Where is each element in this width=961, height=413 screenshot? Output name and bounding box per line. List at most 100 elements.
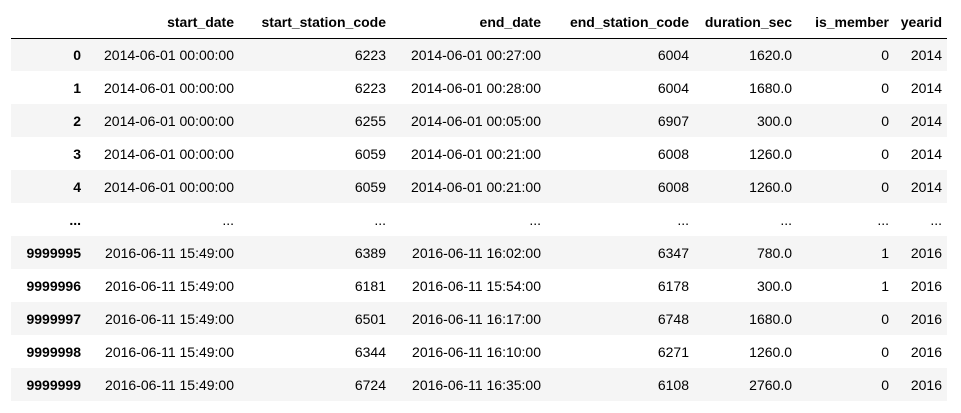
- table-row: 9999996 2016-06-11 15:49:00 6181 2016-06-11…: [11, 269, 947, 302]
- is-member-cell: 0: [881, 79, 889, 96]
- end-station-code-cell: 6108: [657, 376, 689, 393]
- table-row: 0 2014-06-01 00:00:00 6223 2014-06-01 00:27…: [11, 38, 947, 71]
- row-index-cell: 1: [73, 79, 81, 96]
- start-date-cell: 2014-06-01 00:00:00: [104, 112, 234, 129]
- row-index-cell: 9999997: [26, 310, 81, 327]
- is-member-cell: ...: [877, 211, 889, 228]
- start-station-code-cell: 6181: [354, 277, 386, 294]
- header-row: start_date start_station_code end_date e…: [11, 6, 947, 39]
- duration-sec-cell: 300.0: [756, 277, 792, 294]
- end-date-cell: 2014-06-01 00:28:00: [411, 79, 541, 96]
- column-header-duration-sec: duration_sec: [694, 6, 797, 39]
- is-member-cell: 0: [881, 112, 889, 129]
- is-member-cell: 0: [881, 376, 889, 393]
- start-station-code-cell: 6059: [354, 178, 386, 195]
- column-header-is-member: is_member: [797, 6, 894, 39]
- yearid-cell: 2016: [910, 244, 942, 261]
- end-station-code-cell: 6004: [657, 46, 689, 63]
- column-header-end-date: end_date: [391, 6, 546, 39]
- duration-sec-cell: 1680.0: [749, 310, 792, 327]
- row-index-cell: 2: [73, 112, 81, 129]
- row-index-cell: 9999996: [26, 277, 81, 294]
- start-station-code-cell: 6059: [354, 145, 386, 162]
- yearid-cell: 2014: [910, 79, 942, 96]
- start-date-cell: ...: [222, 211, 234, 228]
- is-member-cell: 0: [881, 145, 889, 162]
- start-date-cell: 2014-06-01 00:00:00: [104, 178, 234, 195]
- dataframe-table: start_date start_station_code end_date e…: [11, 6, 947, 401]
- yearid-cell: 2016: [910, 277, 942, 294]
- duration-sec-cell: 1260.0: [749, 178, 792, 195]
- end-date-cell: 2016-06-11 16:17:00: [412, 310, 541, 327]
- yearid-cell: 2016: [910, 310, 942, 327]
- column-header-yearid: yearid: [894, 6, 947, 39]
- yearid-cell: 2014: [910, 112, 942, 129]
- end-station-code-cell: 6004: [657, 79, 689, 96]
- yearid-cell: 2014: [910, 145, 942, 162]
- yearid-cell: 2014: [910, 178, 942, 195]
- row-index-cell: 3: [73, 145, 81, 162]
- row-index-cell: 0: [73, 46, 81, 63]
- start-station-code-cell: 6344: [354, 343, 386, 360]
- end-date-cell: 2014-06-01 00:21:00: [411, 178, 541, 195]
- end-station-code-cell: ...: [677, 211, 689, 228]
- dataframe-output: start_date start_station_code end_date e…: [11, 6, 947, 401]
- table-row: 9999999 2016-06-11 15:49:00 6724 2016-06-11…: [11, 368, 947, 401]
- duration-sec-cell: ...: [780, 211, 792, 228]
- end-date-cell: 2016-06-11 15:54:00: [412, 277, 541, 294]
- duration-sec-cell: 780.0: [756, 244, 792, 261]
- end-date-cell: 2014-06-01 00:27:00: [411, 46, 541, 63]
- yearid-cell: 2016: [910, 376, 942, 393]
- end-date-cell: 2016-06-11 16:35:00: [412, 376, 541, 393]
- end-date-cell: 2014-06-01 00:21:00: [411, 145, 541, 162]
- table-body: 0 2014-06-01 00:00:00 6223 2014-06-01 00:27…: [11, 38, 947, 401]
- end-date-cell: 2016-06-11 16:02:00: [412, 244, 541, 261]
- start-date-cell: 2016-06-11 15:49:00: [105, 343, 234, 360]
- duration-sec-cell: 300.0: [756, 112, 792, 129]
- yearid-cell: 2016: [910, 343, 942, 360]
- duration-sec-cell: 1620.0: [749, 46, 792, 63]
- end-station-code-cell: 6271: [657, 343, 689, 360]
- end-station-code-cell: 6748: [657, 310, 689, 327]
- is-member-cell: 0: [881, 46, 889, 63]
- table-row: 9999998 2016-06-11 15:49:00 6344 2016-06-11…: [11, 335, 947, 368]
- row-index-cell: 9999995: [26, 244, 81, 261]
- table-row: 9999997 2016-06-11 15:49:00 6501 2016-06-11…: [11, 302, 947, 335]
- column-header-end-station-code: end_station_code: [546, 6, 694, 39]
- duration-sec-cell: 1680.0: [749, 79, 792, 96]
- start-date-cell: 2016-06-11 15:49:00: [105, 277, 234, 294]
- row-index-cell: 9999998: [26, 343, 81, 360]
- row-index-cell: 9999999: [26, 376, 81, 393]
- yearid-cell: ...: [930, 211, 942, 228]
- end-date-cell: 2014-06-01 00:05:00: [411, 112, 541, 129]
- table-row: 4 2014-06-01 00:00:00 6059 2014-06-01 00:21…: [11, 170, 947, 203]
- start-station-code-cell: 6501: [354, 310, 386, 327]
- start-date-cell: 2014-06-01 00:00:00: [104, 46, 234, 63]
- index-column-header: [11, 6, 86, 39]
- end-station-code-cell: 6008: [657, 145, 689, 162]
- is-member-cell: 0: [881, 343, 889, 360]
- table-row: 3 2014-06-01 00:00:00 6059 2014-06-01 00:21…: [11, 137, 947, 170]
- start-date-cell: 2014-06-01 00:00:00: [104, 145, 234, 162]
- is-member-cell: 0: [881, 178, 889, 195]
- is-member-cell: 1: [881, 244, 889, 261]
- column-header-start-station-code: start_station_code: [239, 6, 391, 39]
- table-header: start_date start_station_code end_date e…: [11, 6, 947, 39]
- start-date-cell: 2016-06-11 15:49:00: [105, 244, 234, 261]
- row-index-cell: 4: [73, 178, 81, 195]
- start-station-code-cell: ...: [374, 211, 386, 228]
- table-row: 9999995 2016-06-11 15:49:00 6389 2016-06-11…: [11, 236, 947, 269]
- start-station-code-cell: 6389: [354, 244, 386, 261]
- end-date-cell: 2016-06-11 16:10:00: [412, 343, 541, 360]
- duration-sec-cell: 1260.0: [749, 343, 792, 360]
- table-row: ........................: [11, 203, 947, 236]
- end-station-code-cell: 6347: [657, 244, 689, 261]
- is-member-cell: 1: [881, 277, 889, 294]
- start-date-cell: 2014-06-01 00:00:00: [104, 79, 234, 96]
- end-station-code-cell: 6907: [657, 112, 689, 129]
- is-member-cell: 0: [881, 310, 889, 327]
- end-station-code-cell: 6178: [657, 277, 689, 294]
- start-station-code-cell: 6223: [354, 46, 386, 63]
- end-station-code-cell: 6008: [657, 178, 689, 195]
- start-date-cell: 2016-06-11 15:49:00: [105, 310, 234, 327]
